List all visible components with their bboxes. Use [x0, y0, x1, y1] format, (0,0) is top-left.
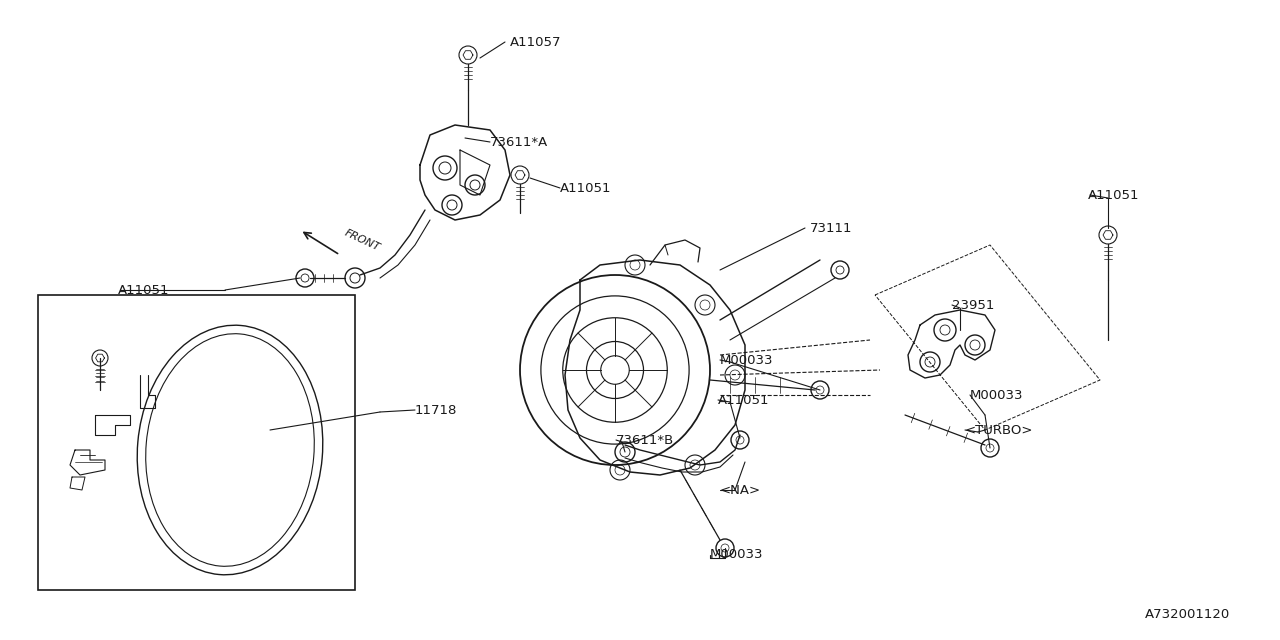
Text: M00033: M00033 [721, 353, 773, 367]
Text: 73111: 73111 [810, 221, 852, 234]
Text: A11051: A11051 [1088, 189, 1139, 202]
Text: M00033: M00033 [710, 548, 763, 561]
Text: M00033: M00033 [970, 388, 1024, 401]
Text: 73611*A: 73611*A [490, 136, 548, 148]
Text: <NA>: <NA> [721, 483, 762, 497]
Text: A11051: A11051 [561, 182, 612, 195]
Text: A11051: A11051 [118, 284, 169, 296]
Text: 23951: 23951 [952, 298, 995, 312]
Text: A732001120: A732001120 [1144, 609, 1230, 621]
Text: 73611*B: 73611*B [616, 433, 675, 447]
Bar [38, 295, 355, 590]
Text: <TURBO>: <TURBO> [965, 424, 1033, 436]
Text: 11718: 11718 [415, 403, 457, 417]
Text: A11051: A11051 [718, 394, 769, 406]
Text: A11057: A11057 [509, 35, 562, 49]
Text: FRONT: FRONT [343, 228, 381, 253]
